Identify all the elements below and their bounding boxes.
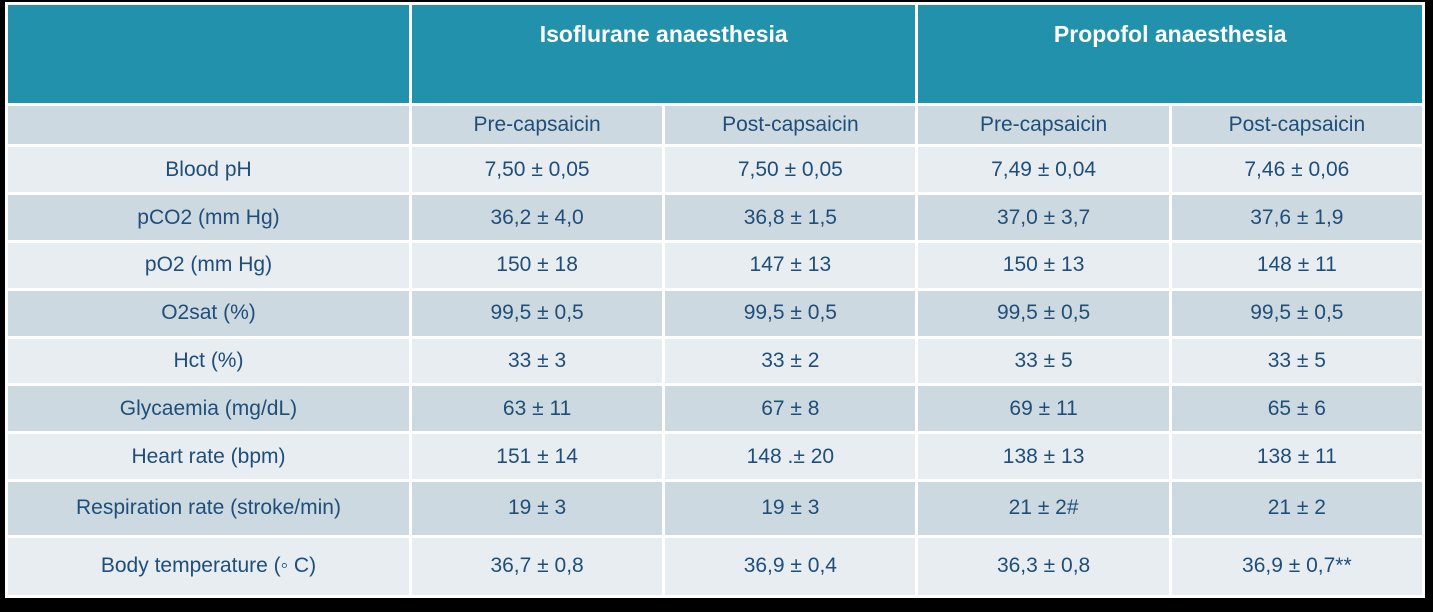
table-row-pco2: pCO2 (mm Hg) 36,2 ± 4,0 36,8 ± 1,5 37,0 … <box>8 195 1422 241</box>
value-cell: 7,46 ± 0,06 <box>1171 147 1422 193</box>
value-cell: 33 ± 5 <box>918 338 1169 384</box>
value-cell: 150 ± 13 <box>918 243 1169 288</box>
value-cell: 19 ± 3 <box>665 482 916 535</box>
value-cell: 148 ± 11 <box>1171 243 1422 288</box>
table-row-body-temperature: Body temperature (◦ C) 36,7 ± 0,8 36,9 ±… <box>8 537 1422 595</box>
sub-header-empty-cell <box>8 105 409 145</box>
value-cell: 19 ± 3 <box>411 482 663 535</box>
value-cell: 36,3 ± 0,8 <box>918 537 1169 595</box>
value-cell: 150 ± 18 <box>411 243 663 288</box>
value-cell: 37,6 ± 1,9 <box>1171 195 1422 241</box>
value-cell: 67 ± 8 <box>665 386 916 432</box>
value-cell: 99,5 ± 0,5 <box>411 290 663 336</box>
value-cell: 36,9 ± 0,4 <box>665 537 916 595</box>
value-cell: 69 ± 11 <box>918 386 1169 432</box>
value-cell: 138 ± 11 <box>1171 434 1422 479</box>
value-cell: 33 ± 5 <box>1171 338 1422 384</box>
corner-cell <box>8 5 409 103</box>
row-label-pco2: pCO2 (mm Hg) <box>8 195 409 241</box>
anaesthesia-parameters-table: Isoflurane anaesthesia Propofol anaesthe… <box>5 2 1425 598</box>
sub-header-prop-post: Post-capsaicin <box>1171 105 1422 145</box>
table-row-po2: pO2 (mm Hg) 150 ± 18 147 ± 13 150 ± 13 1… <box>8 243 1422 288</box>
value-cell: 99,5 ± 0,5 <box>1171 290 1422 336</box>
table-row-blood-ph: Blood pH 7,50 ± 0,05 7,50 ± 0,05 7,49 ± … <box>8 147 1422 193</box>
group-header-propofol: Propofol anaesthesia <box>918 5 1422 103</box>
row-label-heart-rate: Heart rate (bpm) <box>8 434 409 479</box>
row-label-blood-ph: Blood pH <box>8 147 409 193</box>
table-row-heart-rate: Heart rate (bpm) 151 ± 14 148 .± 20 138 … <box>8 434 1422 479</box>
value-cell: 36,7 ± 0,8 <box>411 537 663 595</box>
sub-header-row: Pre-capsaicin Post-capsaicin Pre-capsaic… <box>8 105 1422 145</box>
group-header-isoflurane: Isoflurane anaesthesia <box>411 5 916 103</box>
value-cell: 36,8 ± 1,5 <box>665 195 916 241</box>
group-header-row: Isoflurane anaesthesia Propofol anaesthe… <box>8 5 1422 103</box>
value-cell: 33 ± 3 <box>411 338 663 384</box>
table-row-o2sat: O2sat (%) 99,5 ± 0,5 99,5 ± 0,5 99,5 ± 0… <box>8 290 1422 336</box>
value-cell: 36,2 ± 4,0 <box>411 195 663 241</box>
value-cell: 65 ± 6 <box>1171 386 1422 432</box>
value-cell: 21 ± 2 <box>1171 482 1422 535</box>
value-cell: 151 ± 14 <box>411 434 663 479</box>
value-cell: 7,50 ± 0,05 <box>665 147 916 193</box>
value-cell: 33 ± 2 <box>665 338 916 384</box>
table-row-respiration-rate: Respiration rate (stroke/min) 19 ± 3 19 … <box>8 482 1422 535</box>
value-cell: 7,49 ± 0,04 <box>918 147 1169 193</box>
value-cell: 37,0 ± 3,7 <box>918 195 1169 241</box>
value-cell: 148 .± 20 <box>665 434 916 479</box>
sub-header-prop-pre: Pre-capsaicin <box>918 105 1169 145</box>
row-label-po2: pO2 (mm Hg) <box>8 243 409 288</box>
value-cell: 63 ± 11 <box>411 386 663 432</box>
row-label-glycaemia: Glycaemia (mg/dL) <box>8 386 409 432</box>
sub-header-iso-post: Post-capsaicin <box>665 105 916 145</box>
value-cell: 99,5 ± 0,5 <box>918 290 1169 336</box>
row-label-body-temperature: Body temperature (◦ C) <box>8 537 409 595</box>
row-label-o2sat: O2sat (%) <box>8 290 409 336</box>
value-cell: 147 ± 13 <box>665 243 916 288</box>
value-cell: 138 ± 13 <box>918 434 1169 479</box>
row-label-respiration-rate: Respiration rate (stroke/min) <box>8 482 409 535</box>
value-cell-highlighted: 21 ± 2# <box>918 482 1169 535</box>
value-cell-highlighted: 36,9 ± 0,7** <box>1171 537 1422 595</box>
sub-header-iso-pre: Pre-capsaicin <box>411 105 663 145</box>
value-cell: 99,5 ± 0,5 <box>665 290 916 336</box>
table-row-glycaemia: Glycaemia (mg/dL) 63 ± 11 67 ± 8 69 ± 11… <box>8 386 1422 432</box>
table-row-hct: Hct (%) 33 ± 3 33 ± 2 33 ± 5 33 ± 5 <box>8 338 1422 384</box>
value-cell: 7,50 ± 0,05 <box>411 147 663 193</box>
row-label-hct: Hct (%) <box>8 338 409 384</box>
